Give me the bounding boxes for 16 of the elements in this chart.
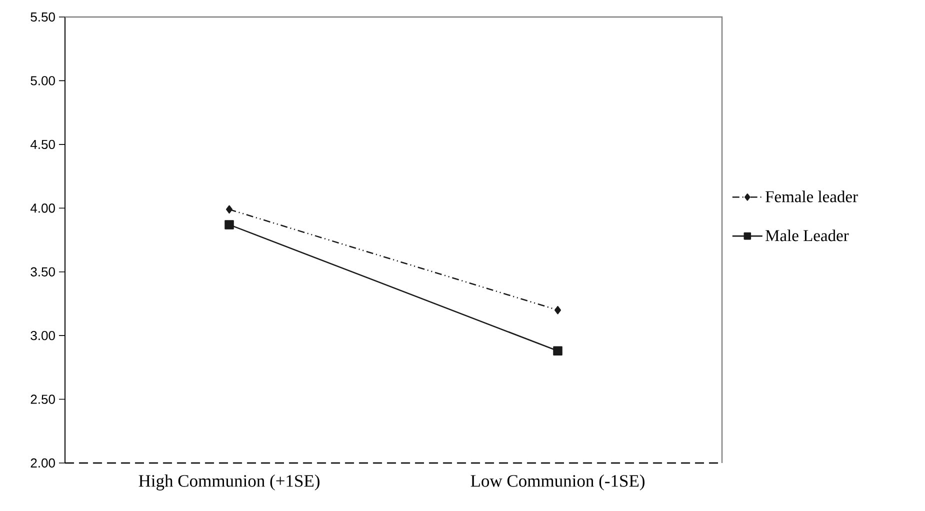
x-tick-label: High Communion (+1SE) xyxy=(138,474,320,490)
y-tick-label: 4.50 xyxy=(30,140,55,150)
y-tick-label: 5.00 xyxy=(30,76,55,86)
point xyxy=(224,220,234,230)
point xyxy=(226,205,233,214)
y-tick-label: 5.50 xyxy=(30,12,55,22)
y-tick-label: 2.50 xyxy=(30,394,55,404)
y-tick-label: 4.00 xyxy=(30,204,55,213)
legend-label: Female leader xyxy=(766,190,858,202)
point xyxy=(554,306,562,314)
point xyxy=(553,346,562,356)
y-tick-label: 3.00 xyxy=(30,330,55,340)
y-tick-label: 2.00 xyxy=(30,458,55,468)
y-tick-label: 3.50 xyxy=(30,267,55,276)
x-tick-label: Low Communion (-1SE) xyxy=(470,474,644,490)
legend-label: Male Leader xyxy=(766,230,849,242)
